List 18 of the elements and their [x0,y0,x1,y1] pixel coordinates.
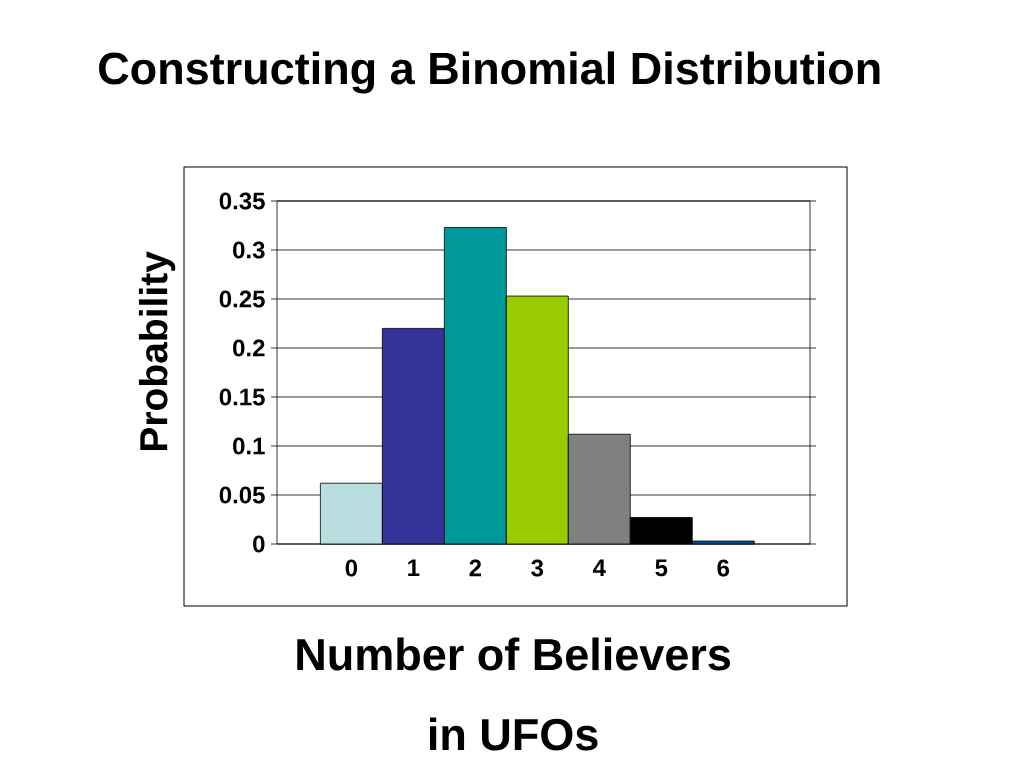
x-axis-title: Number of Believers in UFOs [297,637,731,751]
y-tick-label: 0.25 [219,290,265,308]
x-tick-label: 2 [469,559,482,577]
x-tick-label: 1 [408,559,420,577]
y-tick-label: 0.3 [233,241,265,259]
x-tick-label: 3 [531,559,544,577]
y-tick-label: 0 [253,535,265,553]
x-tick-label: 5 [655,559,668,577]
chart-title: Constructing a Binomial Distribution [99,51,880,94]
y-tick-label: 0.1 [233,437,265,455]
x-tick-label: 6 [717,559,730,577]
y-tick-label: 0.35 [219,192,265,210]
y-tick-label: 0.15 [219,388,265,406]
x-tick-label: 0 [345,559,358,577]
y-tick-label: 0.05 [219,486,265,504]
x-tick-label: 4 [592,559,606,577]
y-tick-label: 0.2 [233,339,265,357]
y-axis-title: Probability [138,251,176,451]
